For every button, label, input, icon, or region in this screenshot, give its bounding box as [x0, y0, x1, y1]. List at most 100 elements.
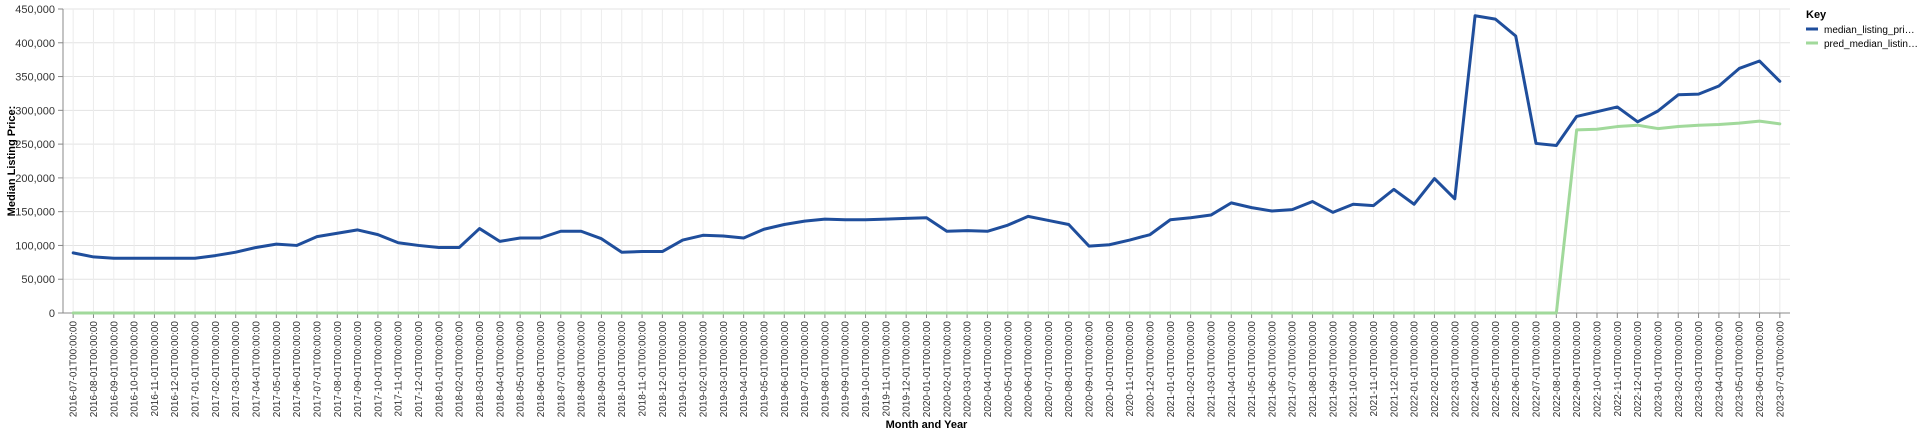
legend: Key median_listing_pri… pred_median_listi…: [1806, 9, 1918, 50]
y-tick-label: 250,000: [15, 139, 55, 151]
x-tick-label: 2023-05-01T00:00:00: [1735, 321, 1746, 418]
x-tick-label: 2017-05-01T00:00:00: [272, 321, 283, 418]
x-tick-label: 2022-02-01T00:00:00: [1430, 321, 1441, 418]
x-tick-label: 2022-04-01T00:00:00: [1471, 321, 1482, 418]
x-tick-label: 2021-06-01T00:00:00: [1267, 321, 1278, 418]
x-tick-label: 2020-11-01T00:00:00: [1125, 321, 1136, 417]
gridlines: [63, 8, 1790, 314]
y-tick-label: 450,000: [15, 4, 55, 16]
x-tick-label: 2021-12-01T00:00:00: [1389, 321, 1400, 418]
legend-label: median_listing_pri…: [1824, 25, 1915, 36]
x-tick-label: 2019-03-01T00:00:00: [719, 321, 730, 418]
legend-title: Key: [1806, 9, 1827, 21]
x-tick-label: 2019-04-01T00:00:00: [739, 321, 750, 418]
x-tick-label: 2017-04-01T00:00:00: [252, 321, 263, 418]
x-tick-label: 2016-08-01T00:00:00: [89, 321, 100, 418]
x-tick-label: 2016-12-01T00:00:00: [170, 321, 181, 418]
y-tick-label: 350,000: [15, 72, 55, 84]
x-tick-label: 2020-02-01T00:00:00: [942, 321, 953, 418]
x-tick-label: 2017-02-01T00:00:00: [211, 321, 222, 418]
x-tick-label: 2019-08-01T00:00:00: [820, 321, 831, 418]
x-tick-label: 2020-12-01T00:00:00: [1145, 321, 1156, 418]
x-tick-label: 2023-06-01T00:00:00: [1755, 321, 1766, 418]
x-tick-label: 2020-07-01T00:00:00: [1044, 321, 1055, 418]
x-tick-label: 2021-09-01T00:00:00: [1328, 321, 1339, 418]
series-lines: [71, 14, 1782, 315]
series-line-median-listing-price: [71, 14, 1782, 260]
x-tick-label: 2017-12-01T00:00:00: [414, 321, 425, 418]
x-tick-label: 2023-03-01T00:00:00: [1694, 321, 1705, 418]
axes: 0 50,000 100,000 150,000 200,000 250,000 300,0…: [15, 4, 1790, 417]
legend-label: pred_median_listin…: [1824, 39, 1918, 50]
x-tick-label: 2019-12-01T00:00:00: [902, 321, 913, 418]
x-tick-label: 2022-11-01T00:00:00: [1613, 321, 1624, 417]
x-tick-label: 2020-03-01T00:00:00: [963, 321, 974, 418]
x-tick-label: 2021-05-01T00:00:00: [1247, 321, 1258, 418]
y-tick-label: 400,000: [15, 38, 55, 50]
x-tick-label: 2020-05-01T00:00:00: [1003, 321, 1014, 418]
x-tick-label: 2017-03-01T00:00:00: [231, 321, 242, 418]
x-tick-label: 2021-01-01T00:00:00: [1166, 321, 1177, 418]
x-tick-label: 2022-07-01T00:00:00: [1532, 321, 1543, 418]
x-tick-label: 2019-01-01T00:00:00: [678, 321, 689, 418]
x-tick-label: 2022-10-01T00:00:00: [1592, 321, 1603, 418]
x-tick-label: 2018-11-01T00:00:00: [638, 321, 649, 417]
x-tick-label: 2022-12-01T00:00:00: [1633, 321, 1644, 418]
x-tick-label: 2023-04-01T00:00:00: [1714, 321, 1725, 418]
x-tick-label: 2021-08-01T00:00:00: [1308, 321, 1319, 418]
x-tick-label: 2021-04-01T00:00:00: [1227, 321, 1238, 418]
x-tick-label: 2020-08-01T00:00:00: [1064, 321, 1075, 418]
x-tick-label: 2019-09-01T00:00:00: [841, 321, 852, 418]
x-tick-label: 2018-09-01T00:00:00: [597, 321, 608, 418]
x-tick-label: 2023-07-01T00:00:00: [1775, 321, 1786, 418]
x-tick-label: 2018-02-01T00:00:00: [455, 321, 466, 418]
x-tick-label: 2022-01-01T00:00:00: [1410, 321, 1421, 418]
x-tick-label: 2018-10-01T00:00:00: [617, 321, 628, 418]
x-tick-label: 2018-01-01T00:00:00: [434, 321, 445, 418]
x-tick-label: 2022-05-01T00:00:00: [1491, 321, 1502, 418]
x-tick-label: 2020-04-01T00:00:00: [983, 321, 994, 418]
x-tick-label: 2017-01-01T00:00:00: [191, 321, 202, 418]
x-tick-label: 2021-03-01T00:00:00: [1206, 321, 1217, 418]
x-tick-label: 2022-08-01T00:00:00: [1552, 321, 1563, 418]
x-tick-label: 2019-06-01T00:00:00: [780, 321, 791, 418]
y-axis-title: Median Listing Price:: [6, 106, 18, 217]
x-tick-label: 2016-07-01T00:00:00: [69, 321, 80, 418]
x-tick-label: 2022-06-01T00:00:00: [1511, 321, 1522, 418]
x-tick-label: 2016-09-01T00:00:00: [109, 321, 120, 418]
y-tick-label: 50,000: [21, 274, 55, 286]
x-tick-label: 2021-11-01T00:00:00: [1369, 321, 1380, 417]
x-tick-label: 2018-03-01T00:00:00: [475, 321, 486, 418]
x-tick-label: 2019-10-01T00:00:00: [861, 321, 872, 418]
y-tick-label: 0: [49, 308, 55, 320]
x-tick-label: 2016-11-01T00:00:00: [150, 321, 161, 417]
x-tick-label: 2018-07-01T00:00:00: [556, 321, 567, 418]
x-tick-label: 2017-11-01T00:00:00: [394, 321, 405, 417]
x-tick-label: 2018-06-01T00:00:00: [536, 321, 547, 418]
x-tick-label: 2020-09-01T00:00:00: [1085, 321, 1096, 418]
y-tick-label: 300,000: [15, 105, 55, 117]
series-line-pred-median-listing-price: [71, 119, 1782, 315]
x-tick-label: 2020-06-01T00:00:00: [1024, 321, 1035, 418]
x-tick-label: 2019-11-01T00:00:00: [881, 321, 892, 417]
x-tick-label: 2018-08-01T00:00:00: [577, 321, 588, 418]
x-tick-label: 2023-01-01T00:00:00: [1653, 321, 1664, 418]
x-tick-label: 2020-10-01T00:00:00: [1105, 321, 1116, 418]
x-tick-label: 2021-10-01T00:00:00: [1349, 321, 1360, 418]
y-tick-label: 200,000: [15, 173, 55, 185]
x-tick-label: 2018-05-01T00:00:00: [516, 321, 527, 418]
x-tick-label: 2018-04-01T00:00:00: [495, 321, 506, 418]
x-tick-label: 2023-02-01T00:00:00: [1674, 321, 1685, 418]
x-tick-label: 2017-07-01T00:00:00: [312, 321, 323, 418]
x-tick-label: 2022-09-01T00:00:00: [1572, 321, 1583, 418]
x-tick-label: 2019-02-01T00:00:00: [699, 321, 710, 418]
y-tick-label: 100,000: [15, 240, 55, 252]
x-tick-label: 2017-08-01T00:00:00: [333, 321, 344, 418]
x-tick-label: 2021-07-01T00:00:00: [1288, 321, 1299, 418]
x-tick-label: 2018-12-01T00:00:00: [658, 321, 669, 418]
x-tick-label: 2020-01-01T00:00:00: [922, 321, 933, 418]
x-tick-label: 2017-09-01T00:00:00: [353, 321, 364, 418]
y-tick-label: 150,000: [15, 207, 55, 219]
x-tick-label: 2022-03-01T00:00:00: [1450, 321, 1461, 418]
